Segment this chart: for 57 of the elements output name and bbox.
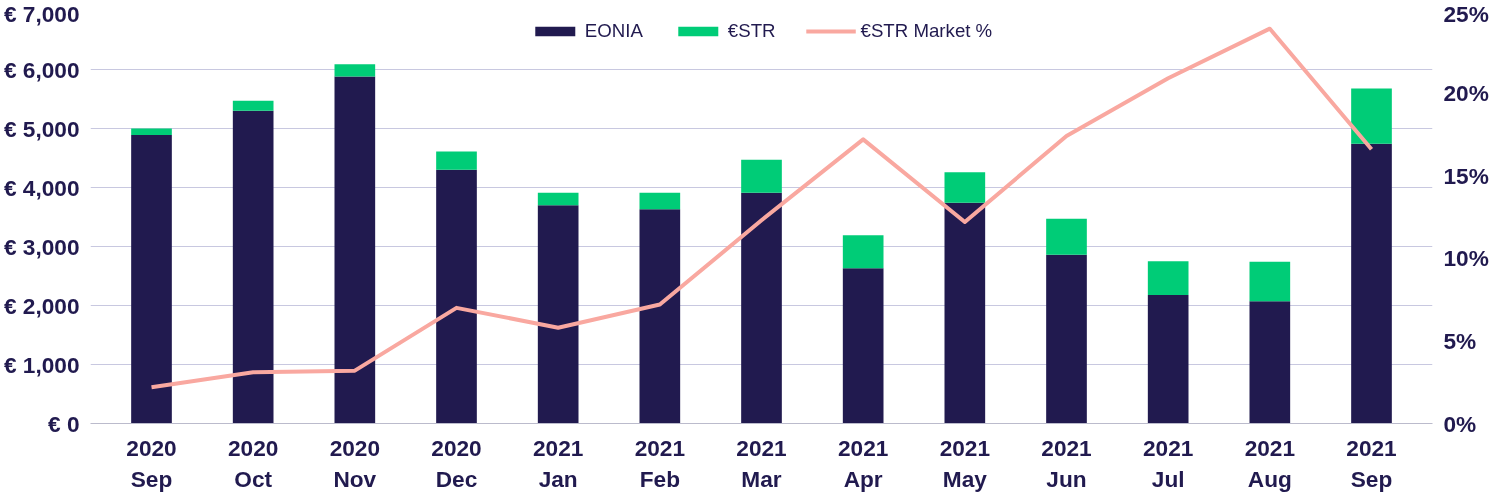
y-tick-label: € 2,000 bbox=[3, 292, 80, 319]
y2-tick-label: 15% bbox=[1443, 162, 1489, 189]
bar bbox=[944, 202, 986, 424]
x-tick-label: 2020 Nov bbox=[329, 434, 381, 492]
x-tick-label: 2021 May bbox=[939, 434, 991, 492]
y-tick-label: € 6,000 bbox=[3, 56, 80, 83]
bar bbox=[1046, 218, 1087, 255]
bar bbox=[334, 76, 376, 424]
bar bbox=[436, 151, 477, 170]
x-tick-label: 2021 Feb bbox=[634, 434, 686, 492]
bar bbox=[639, 209, 681, 424]
bar bbox=[1147, 294, 1189, 424]
bar bbox=[741, 159, 782, 193]
bar bbox=[1249, 261, 1291, 302]
x-tick-label: 2021 Jul bbox=[1142, 434, 1194, 492]
bar bbox=[232, 100, 274, 111]
bar bbox=[334, 64, 376, 77]
y2-tick-label: 0% bbox=[1443, 410, 1477, 437]
x-tick-label: 2021 Aug bbox=[1244, 434, 1296, 492]
x-tick-label: 2021 Mar bbox=[736, 434, 787, 492]
y2-tick-label: 20% bbox=[1443, 80, 1489, 107]
bar bbox=[639, 192, 681, 210]
y-tick-label: € 5,000 bbox=[3, 115, 80, 142]
bar bbox=[436, 169, 477, 424]
x-tick-label: 2020 Dec bbox=[431, 434, 482, 492]
legend-label: EONIA bbox=[584, 20, 643, 42]
bar bbox=[1147, 261, 1189, 295]
y2-tick-label: 25% bbox=[1443, 0, 1489, 27]
bar bbox=[1046, 254, 1087, 424]
bar bbox=[131, 134, 172, 424]
bar bbox=[1351, 143, 1392, 424]
bar bbox=[131, 128, 172, 135]
bar bbox=[1351, 88, 1392, 144]
bar bbox=[944, 172, 986, 203]
bar bbox=[537, 192, 579, 206]
line-series bbox=[149, 26, 1374, 390]
x-tick-label: 2021 Apr bbox=[837, 434, 889, 492]
bar bbox=[842, 235, 884, 269]
bar bbox=[741, 192, 782, 424]
bar bbox=[537, 205, 579, 424]
legend-label: €STR Market % bbox=[860, 20, 993, 42]
x-tick-label: 2021 Jun bbox=[1041, 434, 1092, 492]
legend-label: €STR bbox=[727, 20, 776, 42]
bar bbox=[842, 268, 884, 424]
x-tick-label: 2021 Jan bbox=[532, 434, 584, 492]
y-tick-label: € 0 bbox=[48, 410, 80, 437]
x-tick-label: 2021 Sep bbox=[1346, 434, 1397, 492]
bar bbox=[1249, 301, 1291, 424]
y2-tick-label: 10% bbox=[1443, 245, 1489, 272]
y-tick-label: € 3,000 bbox=[3, 233, 80, 260]
y2-tick-label: 5% bbox=[1443, 327, 1477, 354]
y-tick-label: € 7,000 bbox=[3, 0, 80, 27]
x-tick-label: 2020 Oct bbox=[227, 434, 279, 492]
y-tick-label: € 1,000 bbox=[3, 351, 80, 378]
x-tick-label: 2020 Sep bbox=[126, 434, 177, 492]
bar bbox=[232, 110, 274, 424]
y-tick-label: € 4,000 bbox=[3, 174, 80, 201]
